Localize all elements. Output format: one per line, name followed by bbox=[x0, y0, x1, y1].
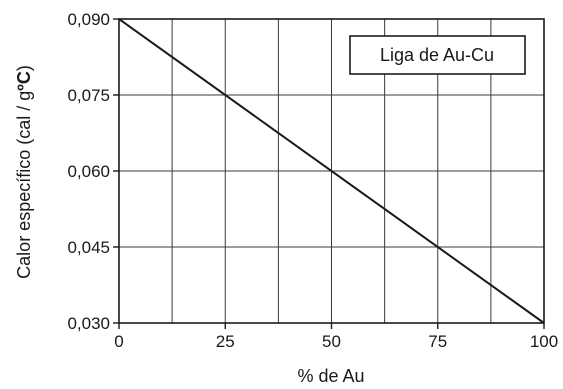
x-tick-label: 100 bbox=[530, 332, 558, 351]
series-layer bbox=[118, 18, 545, 324]
x-axis-label: % de Au bbox=[297, 366, 364, 386]
tick-marks bbox=[113, 18, 545, 329]
y-tick-label: 0,030 bbox=[67, 314, 110, 333]
x-tick-label: 25 bbox=[216, 332, 235, 351]
x-tick-labels: 0 25 50 75 100 bbox=[114, 332, 558, 351]
x-tick-label: 75 bbox=[428, 332, 447, 351]
y-tick-label: 0,060 bbox=[67, 162, 110, 181]
y-tick-label: 0,090 bbox=[67, 10, 110, 29]
y-axis-label-main: Calor específico (cal / g bbox=[14, 91, 34, 279]
y-axis-label-unit: ºC bbox=[14, 71, 34, 91]
grid bbox=[119, 19, 544, 323]
legend-box: Liga de Au-Cu bbox=[349, 35, 526, 75]
y-axis-label: Calor específico (cal / gºC) bbox=[14, 65, 34, 279]
legend-label: Liga de Au-Cu bbox=[380, 45, 494, 65]
x-tick-label: 0 bbox=[114, 332, 123, 351]
y-axis-label-close: ) bbox=[14, 65, 34, 71]
x-tick-label: 50 bbox=[322, 332, 341, 351]
y-tick-label: 0,075 bbox=[67, 86, 110, 105]
series-line bbox=[118, 18, 545, 324]
y-tick-labels: 0,030 0,045 0,060 0,075 0,090 bbox=[67, 10, 110, 333]
y-tick-label: 0,045 bbox=[67, 238, 110, 257]
legend-frame bbox=[349, 35, 526, 75]
